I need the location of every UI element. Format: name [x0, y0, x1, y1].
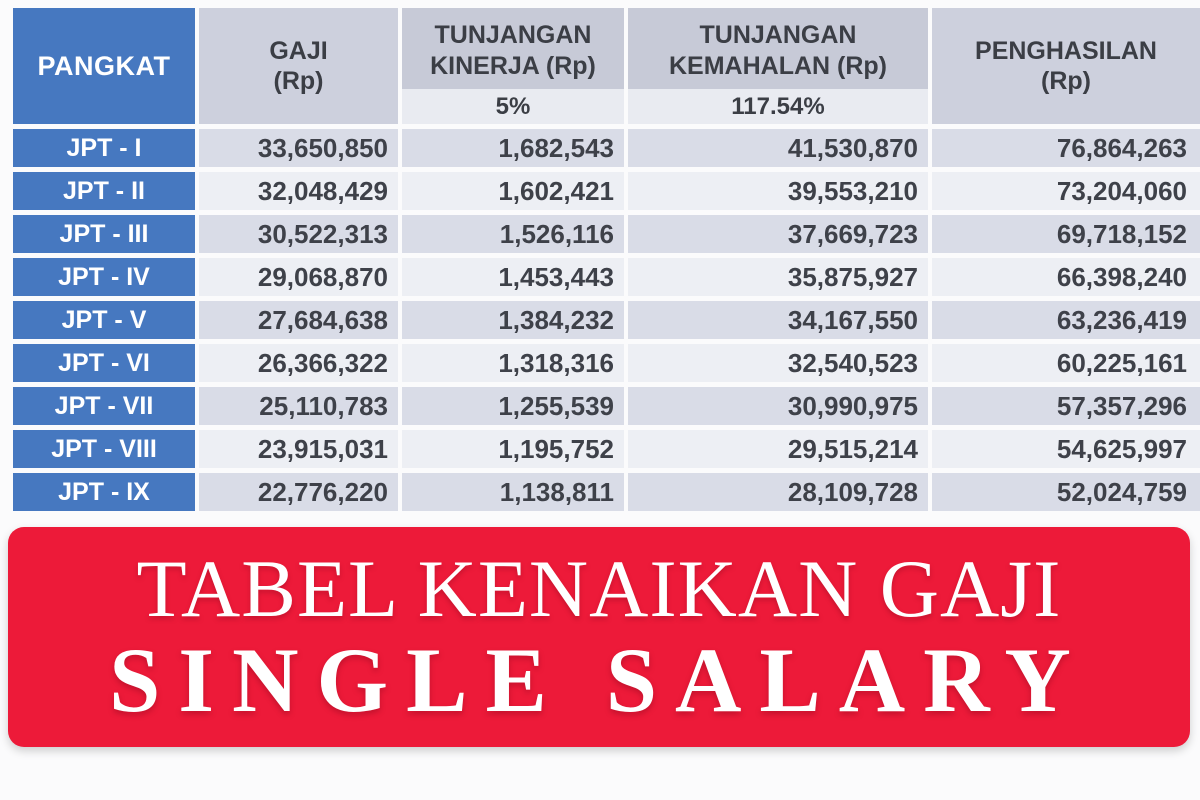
row-kinerja: 1,453,443 — [402, 258, 624, 296]
row-kinerja: 1,318,316 — [402, 344, 624, 382]
row-kemahalan: 29,515,214 — [628, 430, 928, 468]
title-banner: TABEL KENAIKAN GAJI SINGLE SALARY — [8, 527, 1190, 747]
row-kinerja: 1,682,543 — [402, 129, 624, 167]
banner-title: TABEL KENAIKAN GAJI — [136, 543, 1062, 634]
header-kemahalan-line2: KEMAHALAN (Rp) — [668, 51, 888, 80]
row-kinerja: 1,602,421 — [402, 172, 624, 210]
row-penghasilan: 73,204,060 — [932, 172, 1200, 210]
row-penghasilan: 52,024,759 — [932, 473, 1200, 511]
header-pangkat: PANGKAT — [13, 8, 195, 124]
table-body: JPT - I 33,650,850 1,682,543 41,530,870 … — [13, 129, 1200, 511]
row-penghasilan: 60,225,161 — [932, 344, 1200, 382]
row-kemahalan: 37,669,723 — [628, 215, 928, 253]
row-kinerja: 1,384,232 — [402, 301, 624, 339]
header-tunjangan-kinerja: TUNJANGAN KINERJA (Rp) — [402, 8, 624, 89]
header-tunjangan-kemahalan: TUNJANGAN KEMAHALAN (Rp) — [628, 8, 928, 89]
row-kemahalan: 32,540,523 — [628, 344, 928, 382]
row-gaji: 23,915,031 — [199, 430, 398, 468]
row-kemahalan: 30,990,975 — [628, 387, 928, 425]
row-penghasilan: 57,357,296 — [932, 387, 1200, 425]
table-header: PANGKAT GAJI (Rp) TUNJANGAN KINERJA (Rp)… — [13, 8, 1200, 124]
row-kemahalan: 28,109,728 — [628, 473, 928, 511]
subheader-kinerja-percent: 5% — [402, 89, 624, 124]
header-penghasilan-line2: (Rp) — [1041, 67, 1091, 95]
header-penghasilan: PENGHASILAN (Rp) — [932, 8, 1200, 124]
header-kinerja-line1: TUNJANGAN — [434, 21, 592, 49]
row-pangkat: JPT - III — [13, 215, 195, 253]
row-kemahalan: 39,553,210 — [628, 172, 928, 210]
row-pangkat: JPT - I — [13, 129, 195, 167]
row-kinerja: 1,195,752 — [402, 430, 624, 468]
row-kinerja: 1,138,811 — [402, 473, 624, 511]
row-penghasilan: 69,718,152 — [932, 215, 1200, 253]
row-penghasilan: 54,625,997 — [932, 430, 1200, 468]
header-kemahalan-line1: TUNJANGAN — [699, 21, 857, 49]
row-gaji: 25,110,783 — [199, 387, 398, 425]
row-gaji: 30,522,313 — [199, 215, 398, 253]
row-kemahalan: 35,875,927 — [628, 258, 928, 296]
row-gaji: 22,776,220 — [199, 473, 398, 511]
row-pangkat: JPT - IX — [13, 473, 195, 511]
row-gaji: 33,650,850 — [199, 129, 398, 167]
row-gaji: 26,366,322 — [199, 344, 398, 382]
row-pangkat: JPT - VII — [13, 387, 195, 425]
row-pangkat: JPT - VIII — [13, 430, 195, 468]
row-pangkat: JPT - VI — [13, 344, 195, 382]
row-gaji: 32,048,429 — [199, 172, 398, 210]
row-penghasilan: 63,236,419 — [932, 301, 1200, 339]
header-gaji-line2: (Rp) — [273, 67, 324, 95]
row-pangkat: JPT - II — [13, 172, 195, 210]
row-penghasilan: 66,398,240 — [932, 258, 1200, 296]
row-gaji: 27,684,638 — [199, 301, 398, 339]
subheader-kemahalan-percent: 117.54% — [628, 89, 928, 124]
row-kemahalan: 41,530,870 — [628, 129, 928, 167]
row-gaji: 29,068,870 — [199, 258, 398, 296]
row-kemahalan: 34,167,550 — [628, 301, 928, 339]
header-gaji-line1: GAJI — [269, 36, 328, 65]
row-kinerja: 1,526,116 — [402, 215, 624, 253]
row-penghasilan: 76,864,263 — [932, 129, 1200, 167]
row-kinerja: 1,255,539 — [402, 387, 624, 425]
banner-subtitle: SINGLE SALARY — [109, 628, 1089, 731]
header-penghasilan-line1: PENGHASILAN — [975, 36, 1157, 65]
row-pangkat: JPT - IV — [13, 258, 195, 296]
header-kinerja-line2: KINERJA (Rp) — [430, 51, 596, 80]
salary-table: PANGKAT GAJI (Rp) TUNJANGAN KINERJA (Rp)… — [13, 8, 1200, 511]
header-gaji: GAJI (Rp) — [199, 8, 398, 124]
row-pangkat: JPT - V — [13, 301, 195, 339]
